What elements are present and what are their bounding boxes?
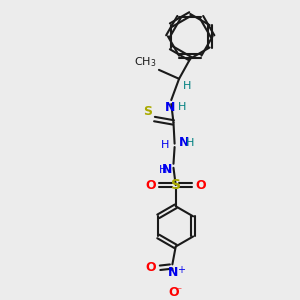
Text: +: +	[177, 265, 185, 275]
Text: H: H	[182, 81, 191, 91]
Text: H: H	[161, 140, 170, 150]
Text: N: N	[165, 101, 175, 114]
Text: O: O	[146, 261, 156, 274]
Text: CH$_3$: CH$_3$	[134, 55, 157, 69]
Text: N: N	[162, 163, 172, 176]
Text: S: S	[171, 178, 181, 192]
Text: H: H	[178, 102, 186, 112]
Text: O: O	[168, 286, 179, 299]
Text: N: N	[168, 266, 179, 278]
Text: H: H	[186, 137, 194, 148]
Text: O: O	[145, 178, 156, 191]
Text: O: O	[196, 178, 206, 191]
Text: H: H	[158, 165, 167, 175]
Text: ⁻: ⁻	[177, 286, 182, 296]
Text: N: N	[178, 136, 189, 149]
Text: S: S	[143, 105, 152, 118]
